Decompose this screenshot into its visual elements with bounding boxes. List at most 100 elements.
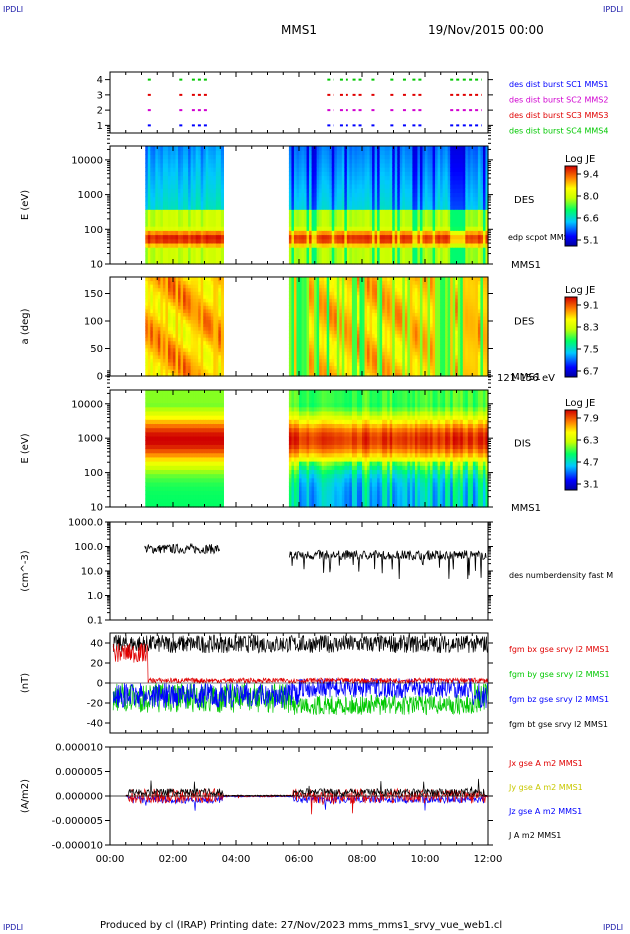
des_energy-pixel xyxy=(157,196,161,202)
des_energy-pixel xyxy=(349,171,353,177)
des_energy-pixel xyxy=(301,150,305,156)
des_energy-pixel xyxy=(220,217,224,223)
des_pitch-pixel xyxy=(296,319,300,324)
des_pitch-pixel xyxy=(291,298,295,303)
des_energy-pixel xyxy=(394,230,398,236)
des_energy-pixel xyxy=(351,247,356,252)
des_energy-pixel xyxy=(160,171,164,177)
des_energy-pixel xyxy=(339,200,343,206)
des_energy-pixel xyxy=(367,213,371,219)
des_energy-pixel xyxy=(165,209,169,215)
des_pitch-pixel xyxy=(183,319,187,324)
des_energy-pixel xyxy=(147,259,151,265)
des_energy-pixel xyxy=(369,154,373,160)
des_energy-pixel xyxy=(480,175,484,181)
des_energy-pixel xyxy=(472,234,476,240)
des_pitch-pixel xyxy=(339,287,343,292)
des_pitch-pixel xyxy=(167,301,172,306)
des_energy-pixel xyxy=(346,162,350,168)
des_pitch-pixel xyxy=(321,284,325,289)
des_energy-pixel xyxy=(397,213,401,219)
des_energy-pixel xyxy=(215,162,219,168)
des_energy-pixel xyxy=(145,226,149,231)
des_energy-pixel xyxy=(195,213,199,219)
des_pitch-pixel xyxy=(304,361,308,366)
des_energy-pixel xyxy=(387,247,391,252)
des_pitch-pixel xyxy=(304,315,308,321)
des_pitch-pixel xyxy=(301,305,305,310)
des_energy-pixel xyxy=(145,154,149,160)
des_energy-pixel xyxy=(288,217,293,223)
des_pitch-pixel xyxy=(157,305,161,310)
des_pitch-pixel xyxy=(175,368,179,374)
des_energy-pixel xyxy=(299,167,303,172)
des_pitch-pixel xyxy=(167,308,172,313)
des_energy-pixel xyxy=(480,171,484,177)
des_energy-pixel xyxy=(188,146,192,151)
des_energy-pixel xyxy=(311,146,315,151)
des_energy-pixel xyxy=(477,196,482,202)
des_energy-pixel xyxy=(392,183,396,189)
des_pitch-pixel xyxy=(349,351,353,356)
des_energy-pixel xyxy=(190,217,194,223)
des_energy-pixel xyxy=(462,154,466,160)
des_pitch-pixel xyxy=(165,322,169,328)
des_energy-pixel xyxy=(195,162,199,168)
des_pitch-pixel xyxy=(326,351,330,356)
des_pitch-pixel xyxy=(321,365,325,370)
des_energy-pixel xyxy=(346,150,350,156)
des_energy-pixel xyxy=(460,167,464,172)
des_energy-pixel xyxy=(326,242,330,248)
des_energy-pixel xyxy=(367,192,371,198)
des_energy-pixel xyxy=(301,158,305,164)
des_pitch-pixel xyxy=(213,280,217,285)
des_energy-pixel xyxy=(344,255,348,261)
des_pitch-pixel xyxy=(299,326,303,331)
des_energy-pixel xyxy=(419,247,424,252)
des_energy-pixel xyxy=(359,209,363,215)
des_energy-pixel xyxy=(394,209,398,215)
des_energy-pixel xyxy=(407,200,411,206)
des_pitch-pixel xyxy=(291,340,295,345)
des_pitch-pixel xyxy=(293,354,298,359)
des_pitch-pixel xyxy=(339,351,343,356)
des_pitch-pixel xyxy=(145,322,149,328)
des_energy-pixel xyxy=(190,242,194,248)
des_pitch-pixel xyxy=(354,340,358,345)
des_pitch-pixel xyxy=(304,365,308,370)
des_pitch-pixel xyxy=(336,312,340,317)
des_energy-pixel xyxy=(291,205,295,210)
des_energy-pixel xyxy=(195,183,199,189)
des_energy-pixel xyxy=(205,213,209,219)
des_energy-pixel xyxy=(334,188,338,193)
des_energy-pixel xyxy=(412,230,416,236)
des_energy-pixel xyxy=(147,251,151,257)
des_energy-pixel xyxy=(336,247,340,252)
des_pitch-pixel xyxy=(326,294,330,299)
des_energy-pixel xyxy=(213,205,217,210)
des_energy-pixel xyxy=(157,171,161,177)
des_pitch-pixel xyxy=(195,351,199,356)
des_energy-pixel xyxy=(147,162,151,168)
des_pitch-pixel xyxy=(346,340,350,345)
des_pitch-pixel xyxy=(152,298,156,303)
des_energy-pixel xyxy=(203,205,207,210)
des_energy-pixel xyxy=(374,150,378,156)
des_pitch-pixel xyxy=(210,308,214,313)
des_energy-pixel xyxy=(220,150,224,156)
des_energy-pixel xyxy=(205,255,209,261)
des_pitch-pixel xyxy=(349,298,353,303)
des_pitch-pixel xyxy=(178,365,182,370)
des_energy-pixel xyxy=(384,230,388,236)
des_energy-pixel xyxy=(319,255,323,261)
des_energy-pixel xyxy=(384,154,388,160)
des_energy-pixel xyxy=(485,154,489,160)
des_energy-pixel xyxy=(389,175,393,181)
des_energy-pixel xyxy=(336,217,340,223)
burst-interval-mark xyxy=(475,124,479,127)
des_pitch-pixel xyxy=(288,277,293,282)
des_pitch-pixel xyxy=(210,368,214,374)
des_energy-pixel xyxy=(430,146,434,151)
des_energy-pixel xyxy=(465,226,469,231)
des_pitch-pixel xyxy=(150,340,154,345)
